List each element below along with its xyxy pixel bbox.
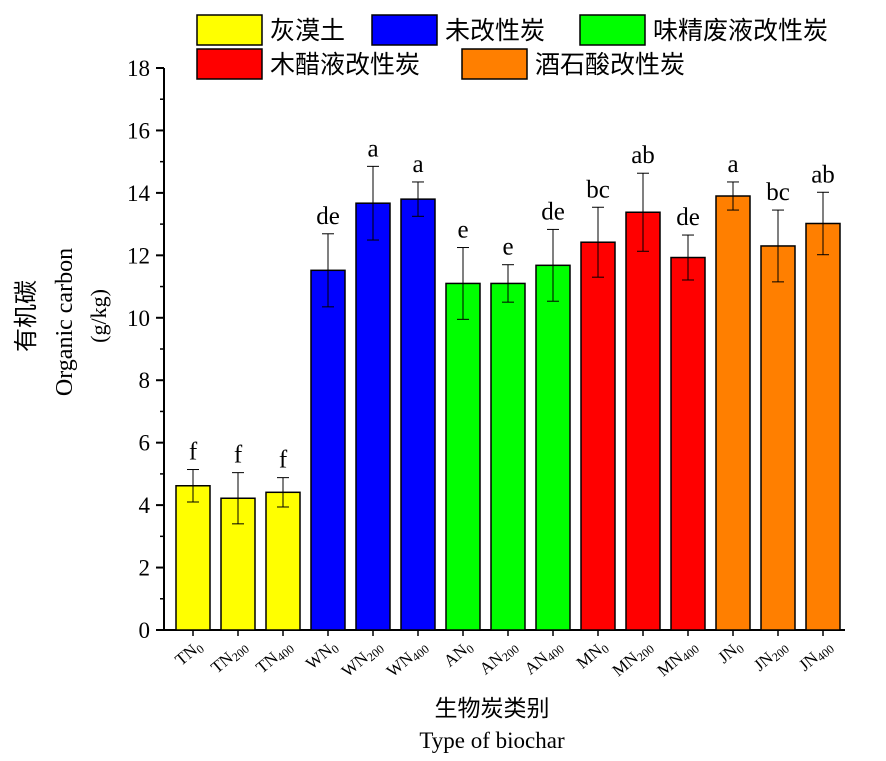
x-tick-label: MN400	[654, 637, 702, 682]
y-axis: 0 2 4 6 8 10 12 14 16 18	[127, 56, 165, 643]
x-tick-label: WN400	[383, 637, 432, 683]
bar	[670, 256, 706, 631]
x-tick-label: TN200	[207, 637, 252, 679]
legend-swatch	[461, 48, 528, 80]
x-tick-label: MN200	[609, 637, 657, 682]
x-tick-label: WN0	[302, 637, 342, 675]
significance-letter: a	[727, 151, 738, 178]
bar	[625, 211, 661, 631]
bar	[355, 202, 391, 631]
y-tick-label: 0	[139, 618, 151, 643]
bar	[715, 195, 751, 631]
significance-letter: de	[316, 203, 340, 230]
significance-letter: e	[502, 234, 513, 261]
significance-letter: de	[676, 204, 700, 231]
significance-letter: ab	[811, 161, 835, 188]
bar	[265, 491, 301, 631]
bars	[175, 195, 841, 631]
significance-letter: ab	[631, 142, 655, 169]
legend-swatch	[371, 14, 438, 46]
significance-letter: f	[189, 439, 198, 466]
significance-letter: de	[541, 198, 565, 225]
significance-letter: bc	[586, 176, 610, 203]
bar	[400, 198, 436, 631]
x-tick-label: MN0	[573, 637, 612, 675]
x-tick-label: AN400	[521, 637, 567, 680]
x-tick-label: TN400	[252, 637, 297, 679]
significance-letter: a	[412, 151, 423, 178]
legend-swatch	[196, 48, 263, 80]
significance-letter: a	[367, 135, 378, 162]
legend-label: 味精废液改性炭	[653, 17, 828, 45]
bar	[535, 264, 571, 631]
error-bars	[187, 165, 829, 525]
bar	[805, 222, 841, 631]
y-tick-label: 2	[139, 556, 151, 581]
x-tick-label: JN200	[750, 637, 792, 677]
bar	[310, 269, 346, 631]
y-axis-label-unit: (g/kg)	[86, 289, 111, 343]
y-tick-label: 16	[127, 118, 150, 143]
significance-letter: bc	[766, 179, 790, 206]
y-tick-label: 8	[139, 368, 151, 393]
x-tick-label: AN0	[440, 637, 477, 673]
y-tick-label: 14	[127, 181, 151, 206]
legend-label: 未改性炭	[445, 17, 545, 45]
x-tick-label: TN0	[171, 637, 206, 672]
y-axis-label-en: Organic carbon	[52, 248, 78, 396]
y-tick-label: 10	[127, 306, 150, 331]
significance-letter: f	[234, 442, 243, 469]
x-tick-label: WN200	[338, 637, 387, 683]
y-tick-label: 4	[139, 493, 151, 518]
x-axis-label-en: Type of biochar	[419, 728, 565, 753]
x-tick-label: JN400	[795, 637, 837, 677]
x-tick-label: AN200	[476, 637, 522, 680]
legend-label: 酒石酸改性炭	[535, 51, 685, 79]
x-tick-label: JN0	[714, 637, 747, 669]
legend-label: 木醋液改性炭	[270, 51, 420, 79]
y-axis-label-cn: 有机碳	[13, 280, 40, 352]
y-tick-label: 12	[127, 243, 150, 268]
x-axis-label-cn: 生物炭类别	[435, 696, 550, 721]
legend-swatch	[196, 14, 263, 46]
y-tick-label: 6	[139, 431, 151, 456]
bar	[175, 485, 211, 631]
bar	[445, 282, 481, 631]
legend-label: 灰漠土	[270, 17, 345, 45]
bar	[490, 282, 526, 631]
bar	[580, 241, 616, 631]
bar	[760, 245, 796, 631]
y-tick-label: 18	[127, 56, 150, 81]
significance-letter: e	[457, 217, 468, 244]
significance-letter: f	[279, 447, 288, 474]
legend-swatch	[579, 14, 646, 46]
